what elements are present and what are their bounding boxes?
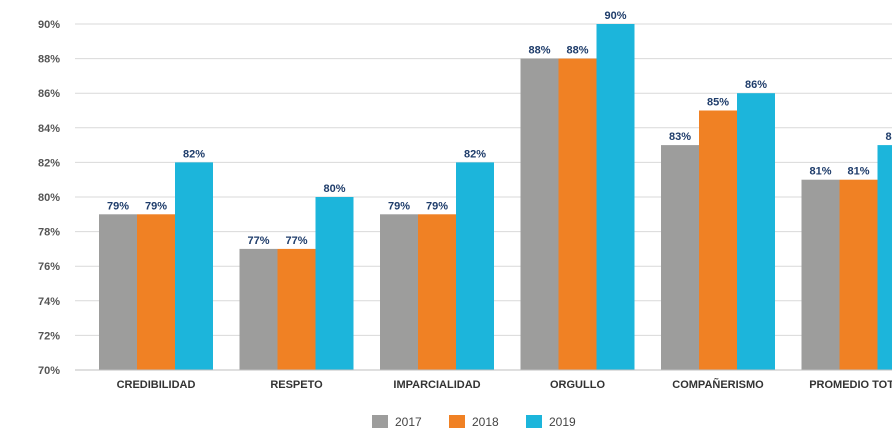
data-label: 79% <box>145 200 167 212</box>
y-tick-label: 70% <box>38 365 60 377</box>
data-label: 86% <box>745 79 767 91</box>
category-label: PROMEDIO TOTAL <box>809 379 892 391</box>
data-label: 90% <box>604 10 626 22</box>
data-label: 82% <box>183 148 205 160</box>
bar-2017 <box>661 145 699 370</box>
category-label: IMPARCIALIDAD <box>393 379 480 391</box>
legend-swatch-2019 <box>526 415 542 428</box>
data-label: 88% <box>566 45 588 57</box>
bar-2019 <box>596 24 635 370</box>
category-label: RESPETO <box>270 379 323 391</box>
data-label: 77% <box>285 235 307 247</box>
y-tick-label: 82% <box>38 157 60 169</box>
y-tick-label: 74% <box>38 296 60 308</box>
bar-2018 <box>137 214 175 370</box>
y-tick-label: 76% <box>38 261 60 273</box>
bar-2017 <box>380 214 418 370</box>
bar-2019 <box>456 162 494 370</box>
data-label: 81% <box>809 166 831 178</box>
category-label: ORGULLO <box>550 379 605 391</box>
bar-2018 <box>558 58 597 370</box>
bar-2018 <box>699 110 737 370</box>
bar-2019 <box>737 93 775 370</box>
bar-2018 <box>418 214 456 370</box>
data-label: 79% <box>426 200 448 212</box>
y-tick-label: 78% <box>38 227 60 239</box>
y-tick-label: 80% <box>38 192 60 204</box>
data-label: 77% <box>247 235 269 247</box>
data-label: 80% <box>323 183 345 195</box>
bar-2019 <box>877 145 892 370</box>
y-tick-label: 90% <box>38 19 60 31</box>
legend-label: 2018 <box>472 415 499 429</box>
bar-2018 <box>277 248 316 370</box>
data-label: 83% <box>669 131 691 143</box>
legend-swatch-2018 <box>449 415 465 428</box>
category-label: CREDIBILIDAD <box>117 379 196 391</box>
bar-2019 <box>315 197 354 370</box>
bar-2018 <box>839 179 878 370</box>
data-label: 88% <box>528 45 550 57</box>
y-tick-label: 86% <box>38 88 60 100</box>
y-tick-label: 72% <box>38 330 60 342</box>
data-label: 82% <box>464 148 486 160</box>
legend-label: 2019 <box>549 415 576 429</box>
data-label: 81% <box>847 166 869 178</box>
bar-2017 <box>239 248 278 370</box>
bar-2019 <box>175 162 213 370</box>
legend-swatch-2017 <box>372 415 388 428</box>
data-label: 79% <box>388 200 410 212</box>
category-label: COMPAÑERISMO <box>672 378 764 391</box>
y-tick-label: 88% <box>38 54 60 66</box>
bar-2017 <box>520 58 559 370</box>
bar-2017 <box>801 179 840 370</box>
data-label: 83% <box>885 131 892 143</box>
legend-label: 2017 <box>395 415 422 429</box>
y-tick-label: 84% <box>38 123 60 135</box>
bar-2017 <box>99 214 137 370</box>
data-label: 79% <box>107 200 129 212</box>
data-label: 85% <box>707 97 729 109</box>
